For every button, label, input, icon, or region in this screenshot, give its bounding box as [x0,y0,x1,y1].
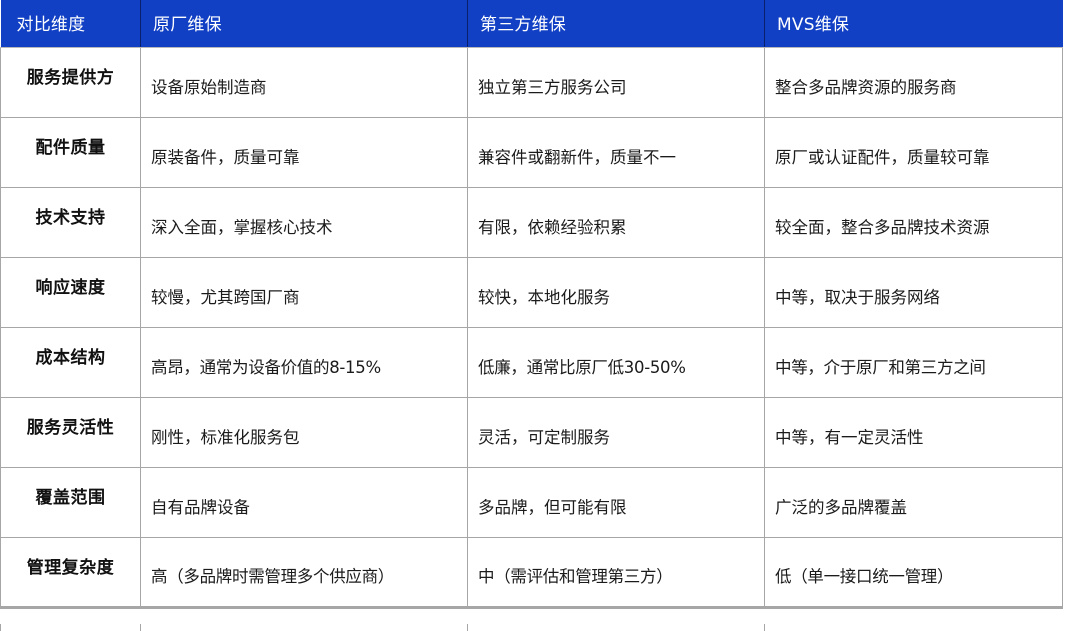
column-header-dimension: 对比维度 [0,0,141,48]
row-dimension-label: 配件质量 [0,117,141,188]
cell-third-party: 兼容件或翻新件，质量不一 [467,117,765,188]
table-row: 成本结构 高昂，通常为设备价值的8-15% 低廉，通常比原厂低30-50% 中等… [0,327,1063,398]
cell-oem: 较慢，尤其跨国厂商 [140,257,468,328]
cell-third-party: 较快，本地化服务 [467,257,765,328]
next-row-cell-dimension [0,624,140,631]
cell-mvs: 广泛的多品牌覆盖 [764,467,1063,538]
next-row-sliver [0,624,1062,631]
cell-third-party: 多品牌，但可能有限 [467,467,765,538]
cell-mvs: 中等，有一定灵活性 [764,397,1063,468]
cell-oem: 高（多品牌时需管理多个供应商） [140,537,468,609]
cell-oem: 刚性，标准化服务包 [140,397,468,468]
next-row-cell-mvs [764,624,1062,631]
cell-mvs: 中等，取决于服务网络 [764,257,1063,328]
row-dimension-label: 成本结构 [0,327,141,398]
row-dimension-label: 管理复杂度 [0,537,141,609]
row-dimension-label: 服务提供方 [0,47,141,118]
column-header-third-party: 第三方维保 [467,0,765,48]
cell-oem: 原装备件，质量可靠 [140,117,468,188]
table-row: 配件质量 原装备件，质量可靠 兼容件或翻新件，质量不一 原厂或认证配件，质量较可… [0,117,1063,188]
row-dimension-label: 响应速度 [0,257,141,328]
header-row: 对比维度 原厂维保 第三方维保 MVS维保 [0,0,1063,48]
cell-mvs: 原厂或认证配件，质量较可靠 [764,117,1063,188]
table-row: 技术支持 深入全面，掌握核心技术 有限，依赖经验积累 较全面，整合多品牌技术资源 [0,187,1063,258]
table-row: 响应速度 较慢，尤其跨国厂商 较快，本地化服务 中等，取决于服务网络 [0,257,1063,328]
maintenance-comparison-table: 对比维度 原厂维保 第三方维保 MVS维保 服务提供方 设备原始制造商 独立第三… [0,0,1063,609]
table-row: 覆盖范围 自有品牌设备 多品牌，但可能有限 广泛的多品牌覆盖 [0,467,1063,538]
table-row: 管理复杂度 高（多品牌时需管理多个供应商） 中（需评估和管理第三方） 低（单一接… [0,537,1063,609]
table-row: 服务提供方 设备原始制造商 独立第三方服务公司 整合多品牌资源的服务商 [0,47,1063,118]
row-dimension-label: 技术支持 [0,187,141,258]
table-header: 对比维度 原厂维保 第三方维保 MVS维保 [0,0,1063,48]
cell-third-party: 有限，依赖经验积累 [467,187,765,258]
cell-oem: 高昂，通常为设备价值的8-15% [140,327,468,398]
cell-mvs: 整合多品牌资源的服务商 [764,47,1063,118]
cell-oem: 自有品牌设备 [140,467,468,538]
row-dimension-label: 服务灵活性 [0,397,141,468]
table-body: 服务提供方 设备原始制造商 独立第三方服务公司 整合多品牌资源的服务商 配件质量… [0,47,1063,609]
column-header-oem: 原厂维保 [140,0,468,48]
next-row-cell-third-party [467,624,764,631]
cell-mvs: 中等，介于原厂和第三方之间 [764,327,1063,398]
cell-third-party: 低廉，通常比原厂低30-50% [467,327,765,398]
column-header-mvs: MVS维保 [764,0,1063,48]
table-row: 服务灵活性 刚性，标准化服务包 灵活，可定制服务 中等，有一定灵活性 [0,397,1063,468]
row-dimension-label: 覆盖范围 [0,467,141,538]
cell-third-party: 中（需评估和管理第三方） [467,537,765,609]
cell-oem: 设备原始制造商 [140,47,468,118]
cell-third-party: 独立第三方服务公司 [467,47,765,118]
cell-mvs: 较全面，整合多品牌技术资源 [764,187,1063,258]
cell-third-party: 灵活，可定制服务 [467,397,765,468]
cell-mvs: 低（单一接口统一管理） [764,537,1063,609]
cell-oem: 深入全面，掌握核心技术 [140,187,468,258]
next-row-cell-oem [140,624,467,631]
